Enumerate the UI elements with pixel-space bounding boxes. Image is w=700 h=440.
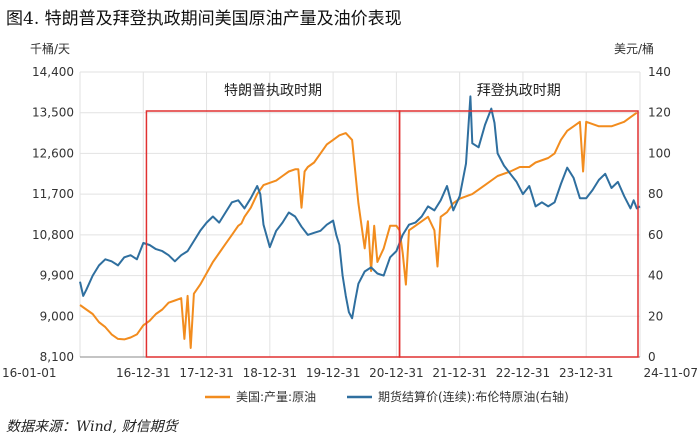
right-tick-label: 140 <box>648 65 671 79</box>
figure-title: 图4. 特朗普及拜登执政期间美国原油产量及油价表现 <box>6 9 402 29</box>
chart: 千桶/天 美元/桶 14,400 13,500 12,600 11,700 10,800… <box>2 41 698 404</box>
x-axis-ticks: 16-01-01 16-12-31 17-12-31 18-12-31 19-12-31… <box>2 366 698 380</box>
annotation-layer: 特朗普执政时期 拜登执政时期 <box>145 83 639 358</box>
annotation-label-0: 特朗普执政时期 <box>224 83 322 99</box>
x-tick-label: 19-12-31 <box>306 366 360 380</box>
source-note: 数据来源：Wind, 财信期货 <box>6 419 178 435</box>
x-tick-label: 16-01-01 <box>2 366 56 380</box>
legend-label-production: 美国:产量:原油 <box>236 390 316 404</box>
series-line-0 <box>79 111 638 349</box>
left-tick-label: 11,700 <box>32 187 74 201</box>
legend-label-brent: 期货结算价(连续):布伦特原油(右轴) <box>378 389 569 404</box>
x-tick-label: 22-12-31 <box>496 366 550 380</box>
legend: 美国:产量:原油 期货结算价(连续):布伦特原油(右轴) <box>205 389 569 404</box>
right-tick-label: 120 <box>648 106 671 120</box>
right-tick-label: 60 <box>648 228 663 242</box>
annotation-label-1: 拜登执政时期 <box>477 83 561 99</box>
left-tick-label: 10,800 <box>32 228 74 242</box>
left-axis-unit: 千桶/天 <box>30 41 70 56</box>
x-tick-label: 20-12-31 <box>369 366 423 380</box>
left-tick-label: 9,900 <box>40 269 74 283</box>
x-tick-label: 24-11-07 <box>644 366 698 380</box>
right-axis-unit: 美元/桶 <box>614 41 654 56</box>
series-layer <box>79 95 641 349</box>
left-tick-label: 13,500 <box>32 106 74 120</box>
right-tick-label: 100 <box>648 146 671 160</box>
left-tick-label: 14,400 <box>32 65 74 79</box>
right-tick-label: 40 <box>648 269 663 283</box>
x-tick-label: 21-12-31 <box>432 366 486 380</box>
left-tick-label: 9,000 <box>40 309 74 323</box>
annotation-box-1 <box>398 110 639 358</box>
left-axis-ticks: 14,400 13,500 12,600 11,700 10,800 9,900 9,000… <box>32 65 74 364</box>
x-tick-label: 16-12-31 <box>116 366 170 380</box>
grid-layer <box>79 71 641 358</box>
right-tick-label: 80 <box>648 187 663 201</box>
right-tick-label: 0 <box>648 350 656 364</box>
x-tick-label: 17-12-31 <box>179 366 233 380</box>
series-line-1 <box>79 95 641 320</box>
right-tick-label: 20 <box>648 309 663 323</box>
left-tick-label: 8,100 <box>40 350 74 364</box>
x-tick-label: 18-12-31 <box>243 366 297 380</box>
annotation-box-0 <box>145 110 401 358</box>
x-tick-label: 23-12-31 <box>559 366 613 380</box>
right-axis-ticks: 140 120 100 80 60 40 20 0 <box>648 65 671 364</box>
left-tick-label: 12,600 <box>32 146 74 160</box>
